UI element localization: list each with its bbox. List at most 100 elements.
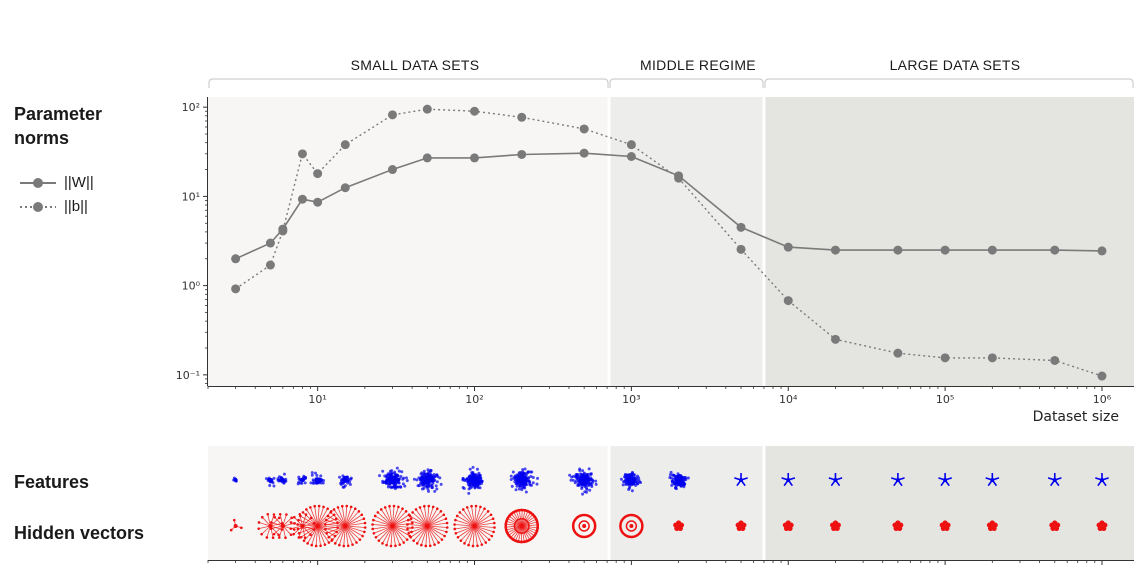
data-point-b bbox=[674, 173, 684, 183]
feature-glyph bbox=[1047, 473, 1062, 487]
feature-glyph bbox=[1095, 473, 1109, 487]
x-tick-label: 10⁴ bbox=[779, 393, 798, 406]
data-point-b bbox=[940, 353, 950, 363]
hidden-vector-glyph bbox=[371, 504, 414, 548]
hidden-vector-glyph bbox=[229, 518, 243, 532]
data-point-b bbox=[470, 106, 480, 116]
hidden-vector-glyph bbox=[939, 520, 951, 532]
parameter-norms-title: Parameter norms bbox=[14, 104, 103, 148]
data-point-w bbox=[340, 183, 350, 193]
feature-glyph bbox=[568, 467, 598, 496]
hidden-vector-glyph bbox=[782, 520, 794, 532]
y-tick-label: 10¹ bbox=[182, 190, 200, 203]
region-background bbox=[208, 97, 609, 386]
hidden-vector-glyph bbox=[673, 520, 685, 532]
hidden-vectors-row-label: Hidden vectors bbox=[14, 523, 145, 543]
hidden-vector-glyph bbox=[324, 504, 367, 548]
x-tick-label: 10⁶ bbox=[1093, 393, 1112, 406]
feature-glyph bbox=[938, 473, 953, 487]
hidden-vector-glyph bbox=[735, 520, 747, 532]
data-point-b bbox=[1097, 371, 1107, 381]
region-brackets bbox=[208, 78, 1134, 88]
data-point-b bbox=[626, 140, 636, 150]
x-tick-label: 10³ bbox=[622, 393, 640, 406]
data-point-b bbox=[893, 348, 903, 358]
data-point-w bbox=[1050, 245, 1060, 255]
data-point-w bbox=[830, 245, 840, 255]
x-axis-label: Dataset size bbox=[1033, 409, 1119, 425]
hidden-vector-glyph bbox=[1096, 520, 1108, 532]
region-header-small: SMALL DATA SETS bbox=[350, 57, 480, 73]
hidden-vector-glyph bbox=[1049, 520, 1061, 532]
data-point-b bbox=[422, 104, 432, 114]
data-point-w bbox=[387, 165, 397, 175]
hidden-vector-glyph bbox=[406, 504, 449, 548]
hidden-vector-glyph bbox=[619, 513, 644, 539]
legend-solid-line-icon bbox=[20, 177, 56, 188]
features-row-label: Features bbox=[14, 472, 90, 492]
hidden-vector-glyph bbox=[453, 504, 496, 548]
data-point-b bbox=[783, 296, 793, 306]
feature-glyph bbox=[461, 465, 484, 495]
series-line-b bbox=[235, 108, 1103, 377]
hidden-vector-glyph bbox=[269, 512, 296, 540]
feature-glyph bbox=[412, 468, 443, 493]
data-point-b bbox=[830, 334, 840, 344]
data-point-w bbox=[231, 254, 241, 264]
legend-dotted-line-icon bbox=[20, 201, 56, 212]
hidden-vector-glyph bbox=[504, 508, 539, 544]
data-point-w bbox=[783, 242, 793, 252]
data-point-b bbox=[313, 169, 323, 179]
data-point-b bbox=[517, 112, 527, 122]
feature-glyph bbox=[264, 476, 276, 488]
data-point-w bbox=[313, 197, 323, 207]
data-point-w bbox=[1097, 246, 1107, 256]
data-point-w bbox=[626, 151, 636, 161]
y-tick-label: 10⁻¹ bbox=[176, 369, 200, 382]
region-backgrounds bbox=[208, 97, 1134, 560]
hidden-vector-glyph bbox=[830, 520, 841, 532]
data-point-b bbox=[265, 260, 275, 270]
legend-label-w: ||W|| bbox=[64, 174, 94, 191]
hidden-vector-glyph bbox=[986, 520, 998, 532]
x-tick-label: 10⁵ bbox=[936, 393, 954, 406]
data-point-w bbox=[470, 153, 480, 163]
feature-glyph bbox=[781, 473, 796, 487]
data-point-w bbox=[987, 245, 997, 255]
data-point-b bbox=[297, 149, 307, 159]
legend-label-b: ||b|| bbox=[64, 198, 88, 215]
data-point-b bbox=[231, 284, 241, 294]
data-point-w bbox=[736, 222, 746, 232]
hidden-vector-glyph bbox=[571, 513, 597, 539]
data-point-w bbox=[579, 148, 589, 158]
data-point-b bbox=[736, 244, 746, 254]
feature-glyph bbox=[296, 474, 308, 486]
data-point-w bbox=[297, 194, 307, 204]
data-point-w bbox=[517, 149, 527, 159]
region-bracket bbox=[764, 78, 1134, 88]
legend-item-b: ||b|| bbox=[20, 198, 88, 215]
y-tick-label: 10² bbox=[182, 101, 200, 114]
strip-region-background bbox=[208, 446, 609, 560]
chart-axes: 10¹ 10² 10³ 10⁴ 10⁵ 10⁶ 10⁻¹ 10⁰ 10¹ 10² bbox=[176, 97, 1134, 565]
legend-item-w: ||W|| bbox=[20, 174, 94, 191]
x-tick-label: 10² bbox=[465, 393, 483, 406]
feature-glyph bbox=[509, 467, 540, 494]
data-point-b bbox=[387, 110, 397, 120]
data-point-b bbox=[579, 124, 589, 134]
data-point-w bbox=[940, 245, 950, 255]
feature-glyph bbox=[985, 473, 1000, 487]
feature-glyph bbox=[890, 473, 905, 487]
feature-glyph bbox=[309, 471, 326, 485]
region-bracket bbox=[609, 78, 764, 88]
x-tick-label: 10¹ bbox=[308, 393, 326, 406]
region-header-large: LARGE DATA SETS bbox=[889, 57, 1021, 73]
strip-region-background bbox=[763, 446, 1134, 560]
region-background bbox=[763, 97, 1134, 386]
region-header-middle: MIDDLE REGIME bbox=[640, 57, 756, 73]
feature-glyph bbox=[828, 473, 843, 487]
feature-glyph bbox=[276, 472, 288, 485]
strip-region-background bbox=[608, 446, 764, 560]
data-point-b bbox=[1050, 355, 1060, 365]
